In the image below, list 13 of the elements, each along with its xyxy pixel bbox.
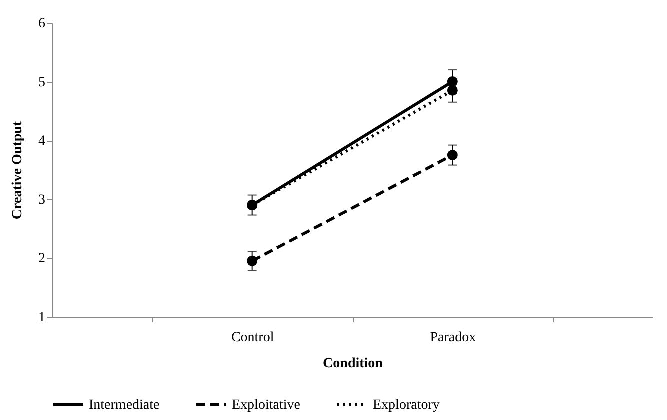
y-tick-label: 4 <box>38 134 46 150</box>
legend-label: Exploratory <box>373 398 440 413</box>
legend-label: Intermediate <box>89 398 160 413</box>
legend-label: Exploitative <box>232 398 300 413</box>
x-tick-label: Paradox <box>430 330 476 346</box>
y-axis-title: Creative Output <box>10 121 26 220</box>
y-tick-label: 2 <box>38 252 46 267</box>
y-tick-label: 5 <box>38 75 46 90</box>
y-tick-label: 6 <box>38 16 46 32</box>
y-tick-label: 3 <box>38 192 46 208</box>
y-tick-label: 1 <box>38 310 46 326</box>
x-axis-title: Condition <box>323 356 384 372</box>
x-tick-label: Control <box>231 330 274 346</box>
